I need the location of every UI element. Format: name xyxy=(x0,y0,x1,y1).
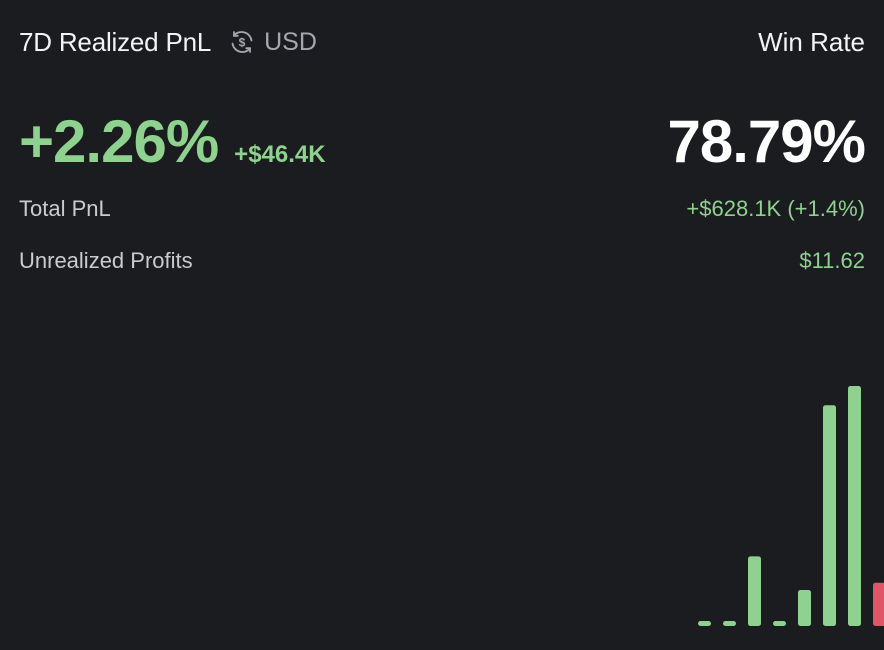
currency-swap-icon[interactable]: $ xyxy=(228,28,256,56)
panel-header: 7D Realized PnL $ USD Win Rate xyxy=(19,26,865,58)
currency-toggle[interactable]: $ USD xyxy=(228,28,317,57)
chart-bar[interactable] xyxy=(748,556,761,626)
unrealized-profits-value: $11.62 xyxy=(799,248,865,273)
chart-bar[interactable] xyxy=(798,590,811,626)
pnl-percent: +2.26% xyxy=(19,108,219,175)
total-pnl-label: Total PnL xyxy=(19,196,111,221)
chart-bar[interactable] xyxy=(723,621,736,626)
panel-title: 7D Realized PnL xyxy=(19,26,212,57)
win-rate-label: Win Rate xyxy=(758,26,865,57)
total-pnl-row: Total PnL +$628.1K (+1.4%) xyxy=(19,195,865,223)
total-pnl-value: +$628.1K (+1.4%) xyxy=(686,196,865,221)
unrealized-profits-label: Unrealized Profits xyxy=(19,248,193,273)
chart-bar[interactable] xyxy=(848,386,861,626)
currency-label[interactable]: USD xyxy=(264,27,317,56)
pnl-amount: +$46.4K xyxy=(234,141,326,168)
pnl-bar-chart xyxy=(0,330,884,630)
pnl-group: +2.26% +$46.4K xyxy=(19,112,326,172)
chart-bar[interactable] xyxy=(873,582,884,626)
metrics-row: +2.26% +$46.4K 78.79% xyxy=(19,100,866,175)
pnl-bar-chart-svg xyxy=(698,386,884,626)
chart-bar[interactable] xyxy=(698,621,711,626)
unrealized-profits-row: Unrealized Profits $11.62 xyxy=(19,247,865,275)
chart-bar[interactable] xyxy=(773,621,786,626)
win-rate-value: 78.79% xyxy=(667,108,866,175)
chart-bar[interactable] xyxy=(823,405,836,626)
header-left: 7D Realized PnL $ USD xyxy=(19,27,317,58)
svg-text:$: $ xyxy=(239,36,246,50)
